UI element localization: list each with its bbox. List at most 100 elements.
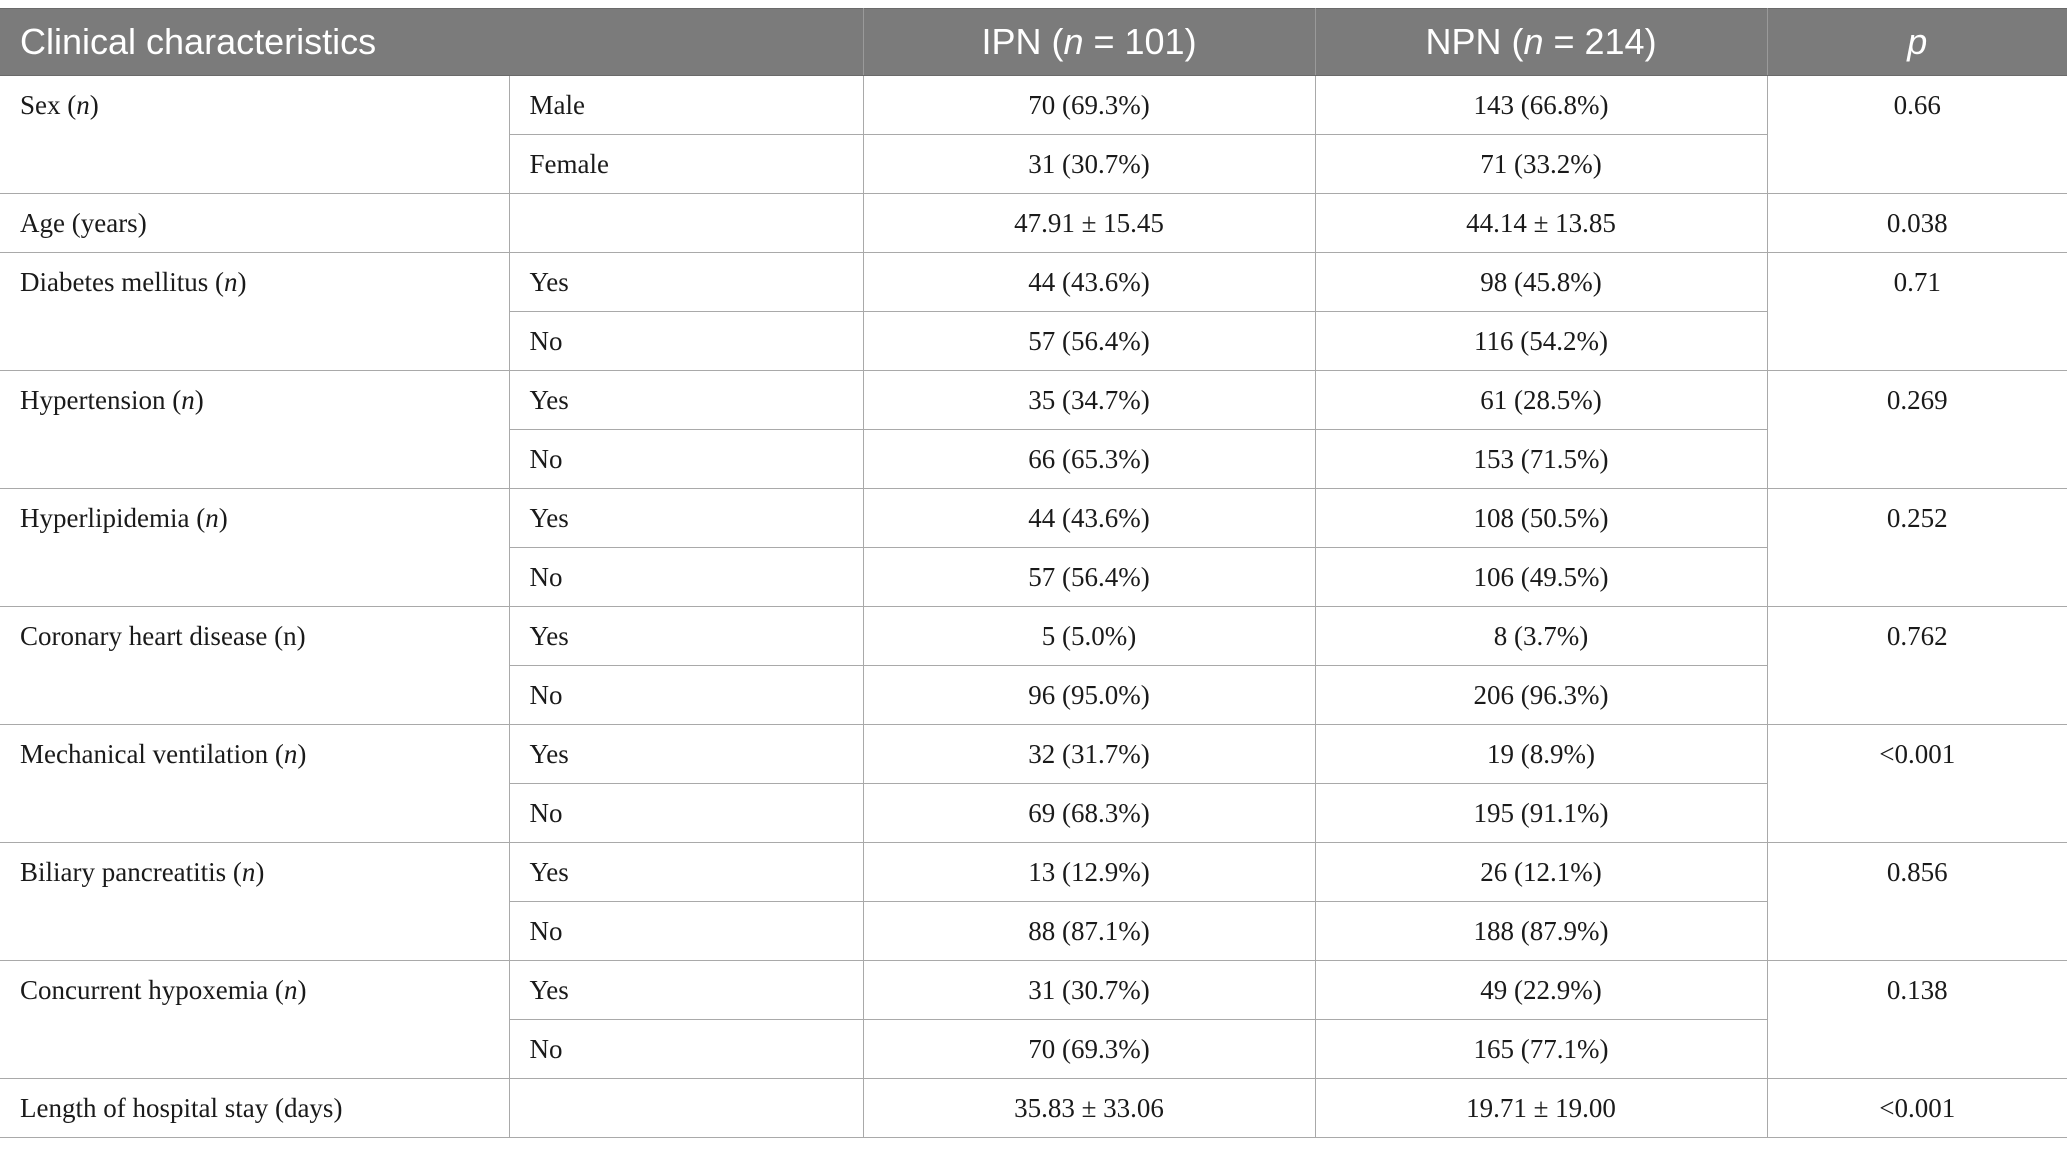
row-label-end: ) bbox=[194, 385, 204, 415]
row-label-text: Biliary pancreatitis ( bbox=[20, 857, 242, 887]
sub-label-empty bbox=[508, 1078, 864, 1138]
npn-value: 106 (49.5%) bbox=[1314, 547, 1768, 607]
header-p: p bbox=[1767, 8, 2067, 76]
npn-value: 195 (91.1%) bbox=[1314, 783, 1768, 843]
sub-label: No bbox=[509, 783, 864, 843]
sub-label: No bbox=[509, 1019, 864, 1079]
ipn-value: 57 (56.4%) bbox=[862, 547, 1316, 607]
ipn-value: 70 (69.3%) bbox=[862, 1019, 1316, 1079]
table-row: Sex (n) Male 70 (69.3%) 143 (66.8%) 0.66 bbox=[0, 75, 2067, 194]
sub-label: Male bbox=[508, 75, 864, 135]
table-row: Female 31 (30.7%) 71 (33.2%) bbox=[0, 134, 2067, 194]
ipn-value: 44 (43.6%) bbox=[862, 488, 1316, 548]
table-header: Clinical characteristics IPN (n = 101) N… bbox=[0, 8, 2067, 76]
npn-value: 19.71 ± 19.00 bbox=[1314, 1078, 1768, 1138]
sub-label: Yes bbox=[508, 724, 864, 784]
npn-value: 8 (3.7%) bbox=[1314, 606, 1768, 666]
header-row: Clinical characteristics IPN (n = 101) N… bbox=[0, 8, 2067, 76]
npn-value: 61 (28.5%) bbox=[1314, 370, 1768, 430]
table-row: No 57 (56.4%) 106 (49.5%) bbox=[0, 547, 2067, 607]
ipn-value: 31 (30.7%) bbox=[862, 134, 1316, 194]
sub-label: No bbox=[509, 901, 864, 961]
row-label: Diabetes mellitus (n) bbox=[0, 252, 510, 371]
table-row: No 69 (68.3%) 195 (91.1%) bbox=[0, 783, 2067, 843]
row-label-end: ) bbox=[89, 90, 99, 120]
table-row: Hyperlipidemia (n) Yes 44 (43.6%) 108 (5… bbox=[0, 488, 2067, 607]
npn-value: 143 (66.8%) bbox=[1314, 75, 1768, 135]
row-label-text: Diabetes mellitus ( bbox=[20, 267, 224, 297]
row-label-var: n bbox=[205, 503, 219, 533]
sub-label: Yes bbox=[508, 252, 864, 312]
p-value: 0.138 bbox=[1766, 960, 2067, 1079]
header-npn-suffix: = 214) bbox=[1543, 21, 1657, 62]
npn-value: 49 (22.9%) bbox=[1314, 960, 1768, 1020]
ipn-value: 5 (5.0%) bbox=[862, 606, 1316, 666]
table-row: Length of hospital stay (days) 35.83 ± 3… bbox=[0, 1078, 2067, 1138]
ipn-value: 35 (34.7%) bbox=[862, 370, 1316, 430]
table-row: Biliary pancreatitis (n) Yes 13 (12.9%) … bbox=[0, 842, 2067, 961]
ipn-value: 70 (69.3%) bbox=[862, 75, 1316, 135]
sub-label: Yes bbox=[508, 960, 864, 1020]
row-label: Age (years) bbox=[0, 193, 510, 253]
row-label-var: n bbox=[241, 857, 256, 887]
row-label-end: ) bbox=[255, 857, 265, 887]
row-label-text: Hyperlipidemia ( bbox=[20, 503, 206, 533]
header-npn-prefix: NPN ( bbox=[1425, 21, 1524, 62]
table-row: Coronary heart disease (n) Yes 5 (5.0%) … bbox=[0, 606, 2067, 725]
ipn-value: 47.91 ± 15.45 bbox=[862, 193, 1316, 253]
clinical-table-container: Clinical characteristics IPN (n = 101) N… bbox=[0, 8, 2067, 1138]
p-value: 0.66 bbox=[1766, 75, 2067, 194]
header-ipn-prefix: IPN ( bbox=[981, 21, 1064, 62]
npn-value: 108 (50.5%) bbox=[1314, 488, 1768, 548]
header-ipn: IPN (n = 101) bbox=[863, 8, 1316, 76]
row-label: Sex (n) bbox=[0, 75, 510, 194]
npn-value: 116 (54.2%) bbox=[1314, 311, 1768, 371]
row-label-text: Hypertension ( bbox=[20, 385, 182, 415]
header-p-var: p bbox=[1907, 21, 1928, 62]
ipn-value: 69 (68.3%) bbox=[862, 783, 1316, 843]
npn-value: 206 (96.3%) bbox=[1314, 665, 1768, 725]
p-value: <0.001 bbox=[1766, 1078, 2067, 1138]
npn-value: 165 (77.1%) bbox=[1314, 1019, 1768, 1079]
sub-label: Yes bbox=[508, 370, 864, 430]
table-row: No 70 (69.3%) 165 (77.1%) bbox=[0, 1019, 2067, 1079]
npn-value: 153 (71.5%) bbox=[1314, 429, 1768, 489]
p-value: 0.038 bbox=[1766, 193, 2067, 253]
row-label-var: n bbox=[76, 90, 90, 120]
row-label-end: ) bbox=[297, 739, 307, 769]
p-value: <0.001 bbox=[1766, 724, 2067, 843]
row-label: Hyperlipidemia (n) bbox=[0, 488, 510, 607]
ipn-value: 88 (87.1%) bbox=[862, 901, 1316, 961]
sub-label: Yes bbox=[508, 488, 864, 548]
row-label-var: n bbox=[223, 267, 238, 297]
header-clinical-characteristics: Clinical characteristics bbox=[0, 8, 864, 76]
p-value: 0.71 bbox=[1766, 252, 2067, 371]
sub-label: No bbox=[509, 429, 864, 489]
row-label-end: ) bbox=[237, 267, 247, 297]
table-row: Hypertension (n) Yes 35 (34.7%) 61 (28.5… bbox=[0, 370, 2067, 489]
ipn-value: 96 (95.0%) bbox=[862, 665, 1316, 725]
row-label: Hypertension (n) bbox=[0, 370, 510, 489]
row-label: Coronary heart disease (n) bbox=[0, 606, 510, 725]
p-value: 0.856 bbox=[1766, 842, 2067, 961]
npn-value: 44.14 ± 13.85 bbox=[1314, 193, 1768, 253]
table-row: Concurrent hypoxemia (n) Yes 31 (30.7%) … bbox=[0, 960, 2067, 1079]
table-row: No 88 (87.1%) 188 (87.9%) bbox=[0, 901, 2067, 961]
npn-value: 19 (8.9%) bbox=[1314, 724, 1768, 784]
table-row: No 57 (56.4%) 116 (54.2%) bbox=[0, 311, 2067, 371]
clinical-characteristics-table: Clinical characteristics IPN (n = 101) N… bbox=[0, 8, 2067, 1138]
sub-label: No bbox=[509, 665, 864, 725]
row-label-text: Sex ( bbox=[20, 90, 77, 120]
row-label: Biliary pancreatitis (n) bbox=[0, 842, 510, 961]
sub-label: No bbox=[509, 547, 864, 607]
row-label-var: n bbox=[283, 975, 298, 1005]
row-label: Concurrent hypoxemia (n) bbox=[0, 960, 510, 1079]
header-npn: NPN (n = 214) bbox=[1315, 8, 1768, 76]
ipn-value: 32 (31.7%) bbox=[862, 724, 1316, 784]
p-value: 0.269 bbox=[1766, 370, 2067, 489]
row-label-end: ) bbox=[218, 503, 228, 533]
npn-value: 26 (12.1%) bbox=[1314, 842, 1768, 902]
sub-label: Yes bbox=[508, 842, 864, 902]
ipn-value: 66 (65.3%) bbox=[862, 429, 1316, 489]
row-label-end: ) bbox=[297, 975, 307, 1005]
